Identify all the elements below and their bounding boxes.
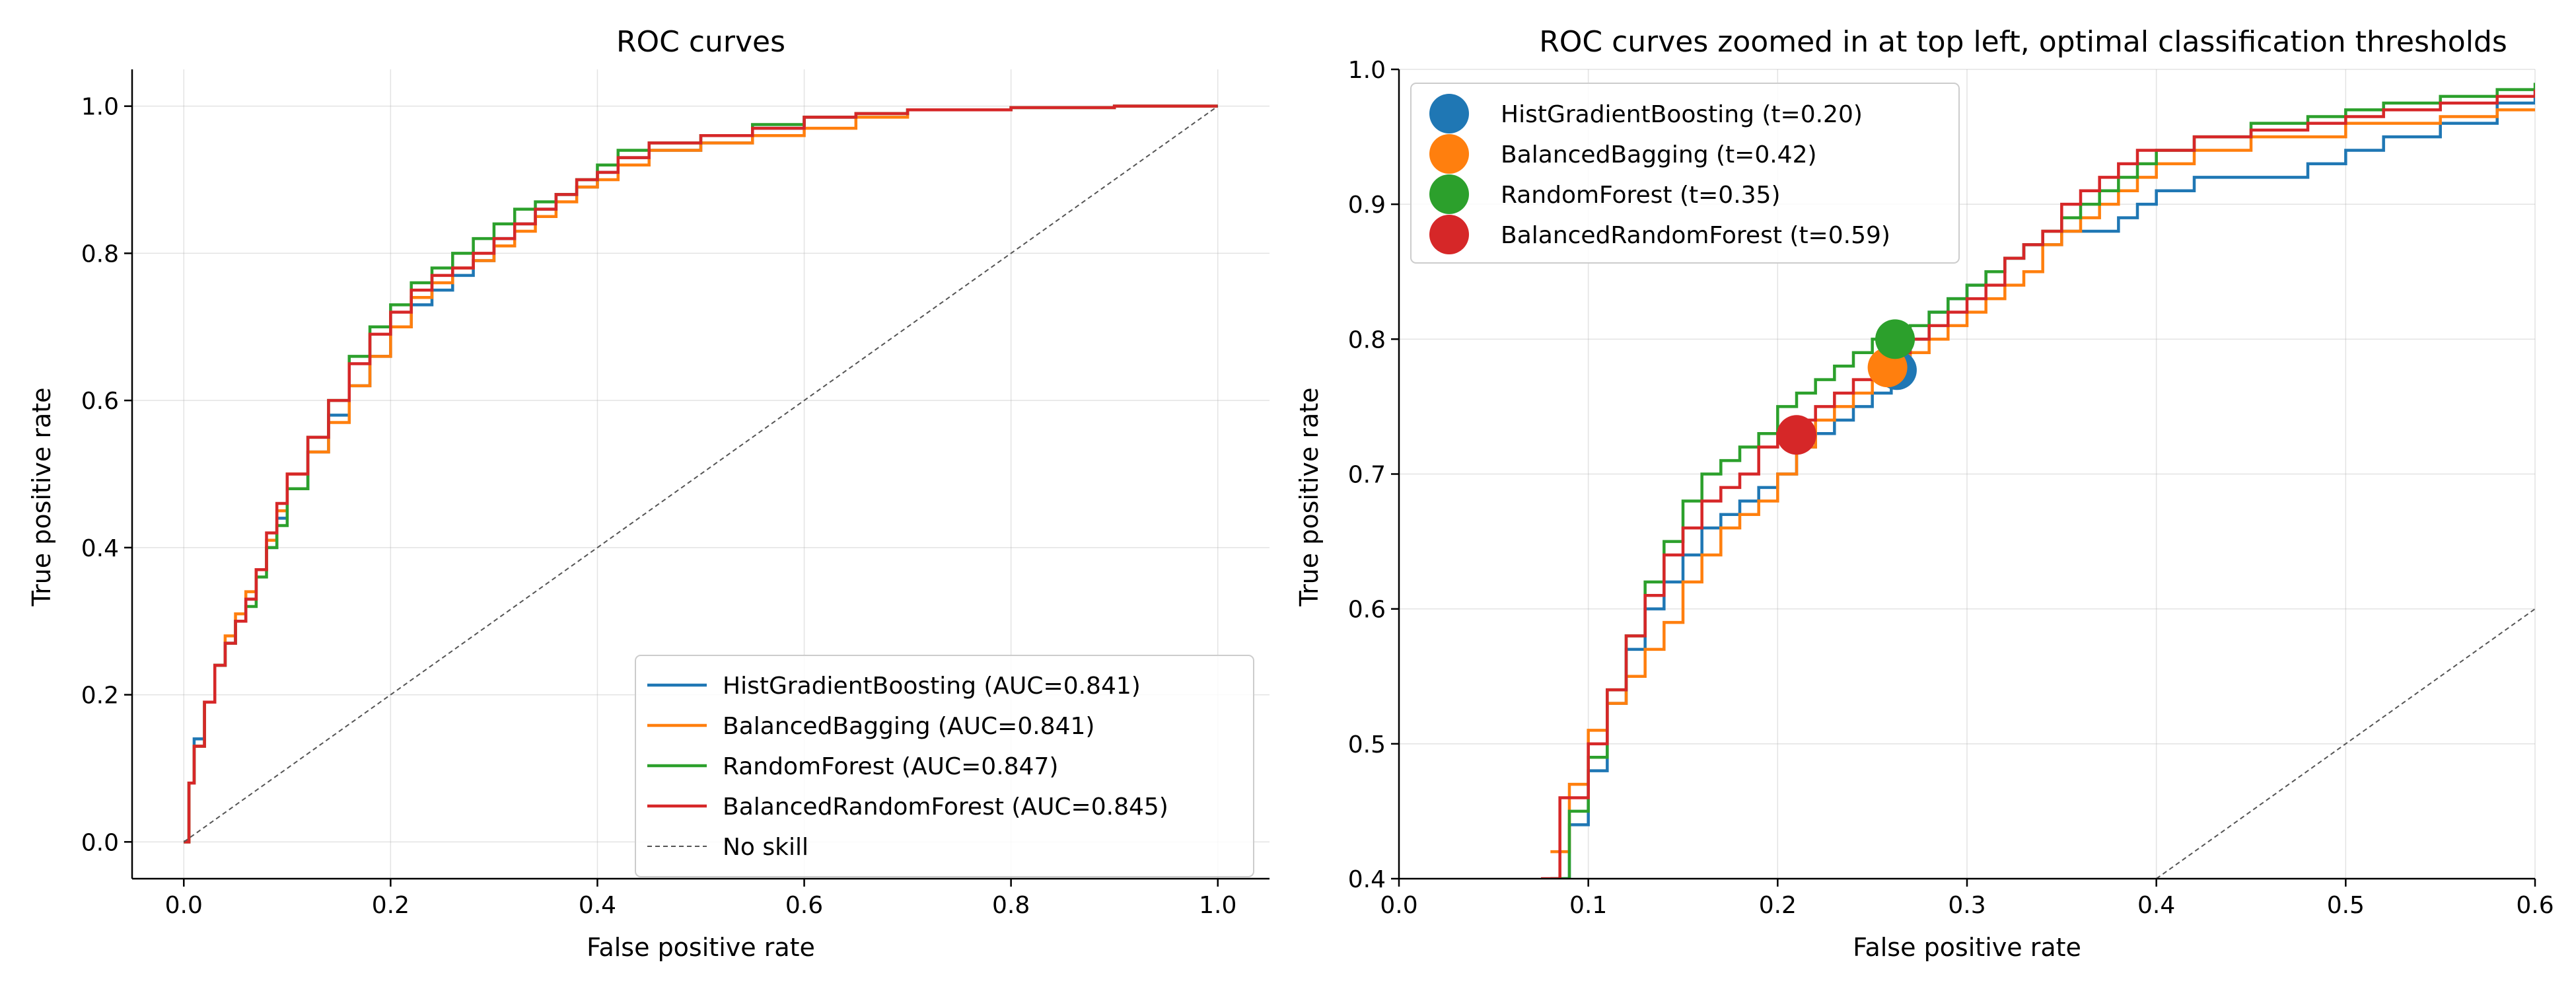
- left-chart-title: ROC curves: [616, 25, 785, 59]
- threshold-marker-2: [1875, 319, 1915, 359]
- right-legend-marker-3: [1429, 215, 1469, 254]
- left-y-tick-label-0: 0.0: [81, 829, 119, 856]
- right-y-tick-label-1: 0.5: [1348, 731, 1386, 758]
- right-x-tick-label-1: 0.1: [1569, 892, 1607, 919]
- left-y-tick-label-3: 0.6: [81, 388, 119, 415]
- right-y-tick-label-2: 0.6: [1348, 597, 1386, 624]
- right-axes: 0.0 0.1 0.2 0.3 0.4 0.5 0.6 0.4 0.5 0.6 0.7 0.8 0.9 1…: [1348, 57, 2554, 919]
- right-x-tick-label-6: 0.6: [2516, 892, 2554, 919]
- left-x-axis-label: False positive rate: [587, 933, 815, 962]
- right-legend: HistGradientBoosting (t=0.20) BalancedBag…: [1410, 83, 1960, 264]
- left-legend-label-0: HistGradientBoosting (AUC=0.841): [723, 673, 1141, 700]
- right-legend-marker-0: [1429, 94, 1469, 133]
- right-threshold-markers: [1777, 319, 1917, 455]
- right-legend-label-3: BalancedRandomForest (t=0.59): [1501, 222, 1890, 249]
- right-legend-marker-2: [1429, 174, 1469, 214]
- left-x-tick-label-3: 0.6: [785, 892, 823, 919]
- right-y-tick-label-5: 0.9: [1348, 192, 1386, 219]
- right-x-tick-label-2: 0.2: [1759, 892, 1797, 919]
- left-x-tick-label-0: 0.0: [165, 892, 203, 919]
- right-legend-marker-1: [1429, 134, 1469, 174]
- left-y-tick-label-2: 0.4: [81, 535, 119, 562]
- right-legend-label-1: BalancedBagging (t=0.42): [1501, 141, 1817, 168]
- roc-zoomed-panel: ROC curves zoomed in at top left, optima…: [1295, 25, 2554, 962]
- left-y-tick-label-5: 1.0: [81, 94, 119, 121]
- left-x-tick-label-2: 0.4: [579, 892, 616, 919]
- left-legend-label-1: BalancedBagging (AUC=0.841): [723, 713, 1094, 740]
- right-y-axis-label: True positive rate: [1295, 387, 1324, 606]
- left-legend-label-3: BalancedRandomForest (AUC=0.845): [723, 793, 1168, 821]
- right-x-tick-label-5: 0.5: [2327, 892, 2365, 919]
- left-axes: 0.0 0.2 0.4 0.6 0.8 1.0 0.0 0.2 0.4 0.6 0.8 1.0: [81, 69, 1270, 919]
- right-x-axis-label: False positive rate: [1853, 933, 2081, 962]
- right-y-tick-label-3: 0.7: [1348, 462, 1386, 489]
- left-x-tick-label-5: 1.0: [1199, 892, 1236, 919]
- left-legend-label-4: No skill: [723, 834, 808, 861]
- right-x-tick-label-4: 0.4: [2137, 892, 2175, 919]
- left-y-tick-label-4: 0.8: [81, 240, 119, 268]
- left-legend-box: [635, 655, 1254, 877]
- right-legend-label-0: HistGradientBoosting (t=0.20): [1501, 101, 1863, 128]
- right-series-line-1: [1550, 108, 2535, 854]
- right-x-tick-label-0: 0.0: [1380, 892, 1417, 919]
- left-series-line-3: [184, 104, 1218, 844]
- left-x-tick-label-1: 0.2: [372, 892, 410, 919]
- right-legend-label-2: RandomForest (t=0.35): [1501, 182, 1781, 209]
- left-y-tick-label-1: 0.2: [81, 682, 119, 710]
- left-series-lines: [183, 104, 1219, 844]
- left-legend: HistGradientBoosting (AUC=0.841) Balanced…: [635, 655, 1254, 877]
- left-legend-label-2: RandomForest (AUC=0.847): [723, 753, 1058, 780]
- right-y-tick-label-6: 1.0: [1348, 57, 1386, 84]
- left-y-axis-label: True positive rate: [27, 387, 56, 606]
- roc-curves-panel: ROC curves 0.0 0.2 0.4 0.6 0.8 1.00.00.20.40.…: [27, 25, 1270, 962]
- right-series-line-3: [1541, 89, 2535, 879]
- right-y-tick-label-4: 0.8: [1348, 326, 1386, 353]
- threshold-marker-3: [1777, 415, 1816, 455]
- right-no-skill-line: [2156, 608, 2535, 879]
- left-no-skill-line: [183, 105, 1219, 843]
- right-legend-box: [1410, 83, 1960, 264]
- right-chart-title: ROC curves zoomed in at top left, optima…: [1539, 25, 2507, 59]
- left-grid: [132, 69, 1270, 879]
- right-x-tick-label-3: 0.3: [1948, 892, 1986, 919]
- left-x-tick-label-4: 0.8: [992, 892, 1030, 919]
- right-y-tick-label-0: 0.4: [1348, 866, 1386, 893]
